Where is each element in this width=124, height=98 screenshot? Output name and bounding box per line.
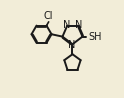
Text: N: N <box>68 40 76 50</box>
Text: Cl: Cl <box>44 11 53 21</box>
Text: N: N <box>75 20 82 29</box>
Text: N: N <box>63 20 70 29</box>
Text: SH: SH <box>88 32 102 42</box>
